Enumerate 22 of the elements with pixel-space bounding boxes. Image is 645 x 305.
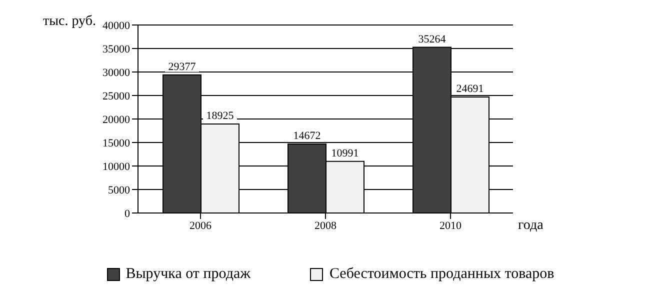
- y-tick-label: 25000: [102, 90, 130, 102]
- x-axis-title: года: [518, 218, 544, 234]
- y-tick-label: 30000: [102, 66, 130, 79]
- y-tick-label: 10000: [102, 160, 130, 173]
- y-tick-label: 5000: [108, 184, 130, 196]
- y-tick-label: 35000: [102, 43, 130, 56]
- y-tick-label: 20000: [102, 114, 130, 126]
- legend-label: Себестоимость проданных товаров: [329, 266, 554, 283]
- x-tick-label: 2010: [440, 220, 462, 232]
- legend-label: Выручка от продаж: [126, 266, 250, 283]
- y-tick-label: 0: [124, 208, 130, 220]
- data-label: 29377: [168, 60, 196, 73]
- y-axis-title: тыс. руб.: [43, 14, 96, 30]
- x-tick-label: 2008: [314, 220, 337, 232]
- x-tick-label: 2006: [190, 220, 212, 232]
- data-label: 14672: [293, 130, 321, 142]
- data-label: 18925: [206, 110, 234, 122]
- y-tick-label: 40000: [102, 20, 130, 32]
- data-label: 24691: [456, 82, 484, 95]
- y-tick-label: 15000: [102, 137, 130, 150]
- data-label: 35264: [418, 33, 446, 46]
- data-label: 10991: [331, 147, 359, 160]
